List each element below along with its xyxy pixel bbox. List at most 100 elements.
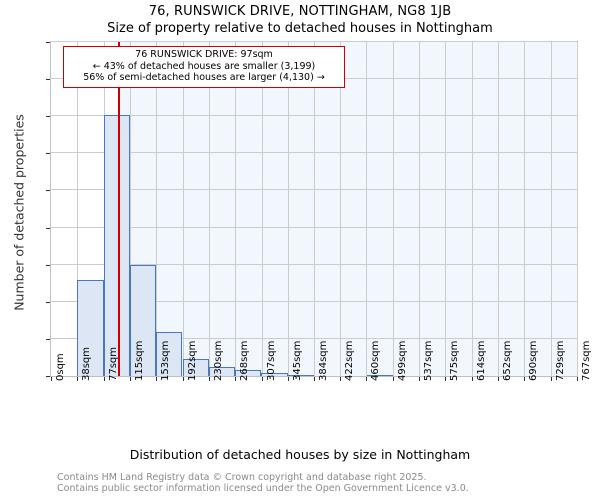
plot-area xyxy=(50,41,578,377)
x-tick-label: 307sqm xyxy=(265,340,277,381)
x-tick-mark xyxy=(366,377,368,381)
x-tick-label: 690sqm xyxy=(528,340,540,381)
x-tick-label: 575sqm xyxy=(449,340,461,381)
gridline-vertical xyxy=(77,42,79,376)
gridline-vertical xyxy=(366,42,368,376)
x-tick-mark xyxy=(445,377,447,381)
x-tick-mark xyxy=(287,377,289,381)
y-tick-mark xyxy=(46,376,50,377)
property-marker-line xyxy=(117,42,120,376)
gridline-vertical xyxy=(340,42,342,376)
gridline-horizontal xyxy=(51,263,577,265)
gridline-vertical xyxy=(524,42,526,376)
annotation-line-1: 76 RUNSWICK DRIVE: 97sqm xyxy=(135,49,273,60)
gridline-horizontal xyxy=(51,189,577,191)
y-tick-mark xyxy=(46,116,50,118)
chart-title: 76, RUNSWICK DRIVE, NOTTINGHAM, NG8 1JB xyxy=(148,4,452,19)
x-tick-mark xyxy=(51,377,52,381)
x-tick-label: 115sqm xyxy=(133,340,145,381)
chart-subtitle: Size of property relative to detached ho… xyxy=(107,21,493,36)
annotation-line-3: 56% of semi-detached houses are larger (… xyxy=(83,72,325,83)
x-tick-label: 192sqm xyxy=(186,340,198,381)
histogram-bar xyxy=(103,114,130,376)
x-tick-label: 422sqm xyxy=(344,340,356,381)
x-tick-label: 537sqm xyxy=(423,340,435,381)
histogram-bar xyxy=(235,370,262,376)
x-tick-label: 0sqm xyxy=(55,353,66,381)
histogram-bar xyxy=(156,332,183,376)
gridline-vertical xyxy=(577,42,578,376)
gridline-vertical xyxy=(472,42,474,376)
gridline-vertical xyxy=(498,42,500,376)
x-tick-label: 384sqm xyxy=(318,340,330,381)
x-tick-mark xyxy=(103,377,105,381)
x-tick-label: 499sqm xyxy=(397,340,409,381)
gridline-vertical xyxy=(393,42,395,376)
x-tick-label: 345sqm xyxy=(291,340,303,381)
gridline-vertical xyxy=(182,42,184,376)
y-tick-mark xyxy=(46,190,50,192)
histogram-bar xyxy=(287,374,314,376)
x-tick-mark xyxy=(524,377,526,381)
histogram-bar xyxy=(77,280,104,376)
y-tick-mark xyxy=(46,153,50,155)
x-tick-mark xyxy=(472,377,474,381)
y-tick-mark xyxy=(46,264,50,266)
x-tick-mark xyxy=(393,377,395,381)
x-tick-mark xyxy=(419,377,421,381)
histogram-bar xyxy=(208,366,236,376)
footer-line-2: Contains public sector information licen… xyxy=(57,483,469,494)
x-tick-label: 767sqm xyxy=(581,340,592,381)
shade-rect xyxy=(117,42,577,376)
gridline-horizontal xyxy=(51,337,577,339)
x-tick-label: 460sqm xyxy=(370,340,382,381)
footer-line-1: Contains HM Land Registry data © Crown c… xyxy=(57,472,427,483)
y-tick-mark xyxy=(46,227,50,229)
annotation-line-2: ← 43% of detached houses are smaller (3,… xyxy=(92,60,316,72)
gridline-vertical xyxy=(155,42,157,376)
x-tick-mark xyxy=(261,377,263,381)
x-tick-label: 230sqm xyxy=(212,340,224,381)
gridline-horizontal xyxy=(51,152,577,154)
gridline-vertical xyxy=(445,42,447,376)
gridline-vertical xyxy=(261,42,263,376)
x-tick-label: 153sqm xyxy=(159,340,171,381)
gridline-vertical xyxy=(550,42,552,376)
x-tick-mark xyxy=(208,377,210,381)
gridline-horizontal xyxy=(51,226,577,228)
x-tick-label: 729sqm xyxy=(554,340,566,381)
x-tick-label: 77sqm xyxy=(107,346,119,381)
gridline-vertical xyxy=(208,42,210,376)
gridline-horizontal xyxy=(51,300,577,302)
histogram-bar xyxy=(366,374,393,376)
x-tick-mark xyxy=(314,377,316,381)
x-tick-mark xyxy=(234,377,236,381)
x-tick-mark xyxy=(182,377,184,381)
gridline-vertical xyxy=(314,42,316,376)
y-tick-mark xyxy=(46,338,50,340)
gridline-vertical xyxy=(287,42,289,376)
x-tick-label: 268sqm xyxy=(238,340,250,381)
x-axis-label: Distribution of detached houses by size … xyxy=(129,447,471,462)
x-tick-mark xyxy=(155,377,157,381)
gridline-horizontal xyxy=(51,115,577,117)
x-tick-mark xyxy=(129,377,131,381)
x-tick-mark xyxy=(77,377,79,381)
histogram-bar xyxy=(261,373,288,376)
gridline-vertical xyxy=(129,42,131,376)
x-tick-label: 652sqm xyxy=(502,340,514,381)
gridline-horizontal xyxy=(51,41,577,42)
histogram-bar xyxy=(182,358,209,376)
y-tick-mark xyxy=(46,42,50,43)
annotation-box: 76 RUNSWICK DRIVE: 97sqm ← 43% of detach… xyxy=(63,46,345,88)
y-axis-label: Number of detached properties xyxy=(11,114,27,311)
x-tick-mark xyxy=(340,377,342,381)
y-tick-mark xyxy=(46,79,50,81)
x-tick-label: 614sqm xyxy=(476,340,488,381)
x-tick-mark xyxy=(498,377,500,381)
x-tick-label: 38sqm xyxy=(81,346,93,381)
gridline-vertical xyxy=(419,42,421,376)
histogram-bar xyxy=(129,265,157,376)
x-tick-mark xyxy=(577,377,578,381)
